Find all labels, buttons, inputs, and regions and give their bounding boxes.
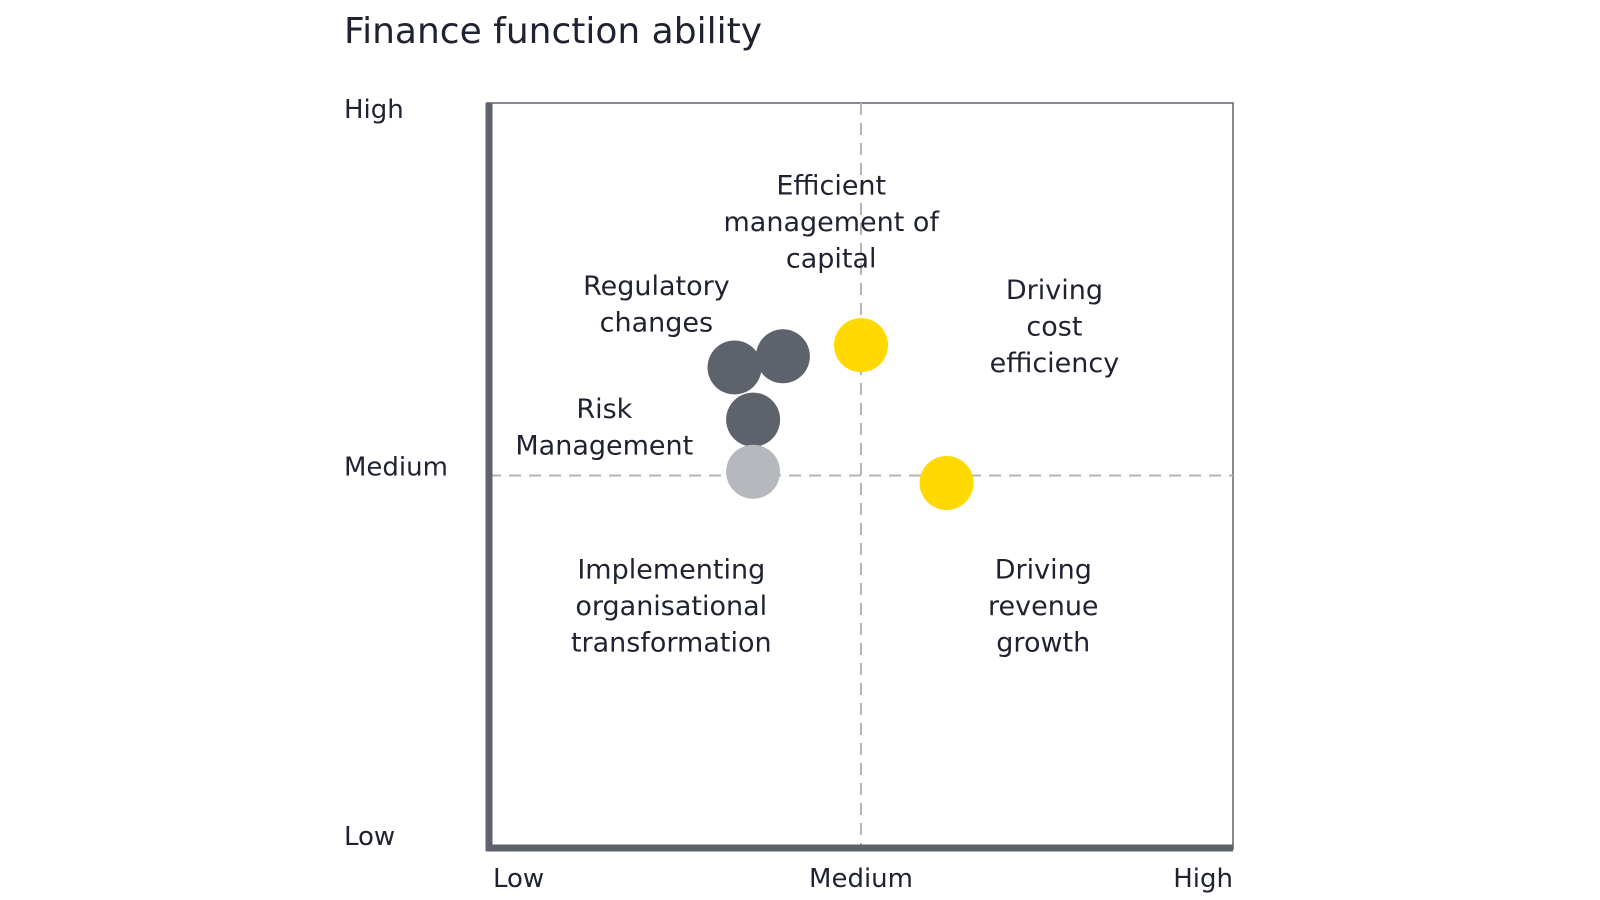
annotation-label: Risk: [576, 394, 632, 425]
x-tick-label: High: [1173, 864, 1233, 894]
data-point: [919, 455, 974, 510]
annotation-label: revenue: [988, 591, 1099, 622]
data-point: [726, 392, 781, 447]
annotation-label: organisational: [575, 591, 767, 622]
x-tick-labels: Low Medium High: [493, 864, 1233, 894]
annotation-label: Management: [515, 430, 693, 461]
annotation-label: Driving: [1006, 275, 1103, 306]
data-point: [834, 318, 888, 373]
data-points: [707, 318, 974, 510]
data-point: [707, 340, 762, 395]
data-point: [755, 329, 810, 384]
annotation-label: Efficient: [776, 171, 886, 202]
annotation-label: management of: [723, 207, 940, 238]
annotation-label: Regulatory: [583, 271, 730, 302]
annotation-label: Driving: [995, 554, 1092, 585]
chart-title: Finance function ability: [344, 11, 762, 52]
y-tick-labels: Low Medium High: [344, 95, 448, 852]
y-tick-label: Low: [344, 822, 395, 852]
annotation-label: efficiency: [990, 348, 1120, 379]
reference-lines: [489, 103, 1233, 848]
annotation-label: capital: [786, 244, 877, 275]
x-tick-label: Medium: [809, 864, 913, 894]
annotation-label: transformation: [571, 627, 772, 658]
annotation-label: changes: [600, 307, 713, 338]
annotation-label: cost: [1026, 312, 1082, 343]
annotation-label: Implementing: [577, 554, 765, 585]
x-tick-label: Low: [493, 864, 544, 894]
annotation-label: growth: [996, 627, 1090, 658]
quadrant-annotations: Efficient management of capital Regulatory c…: [515, 171, 1119, 659]
y-tick-label: High: [344, 95, 404, 125]
data-point: [726, 444, 781, 499]
y-tick-label: Medium: [344, 453, 448, 483]
